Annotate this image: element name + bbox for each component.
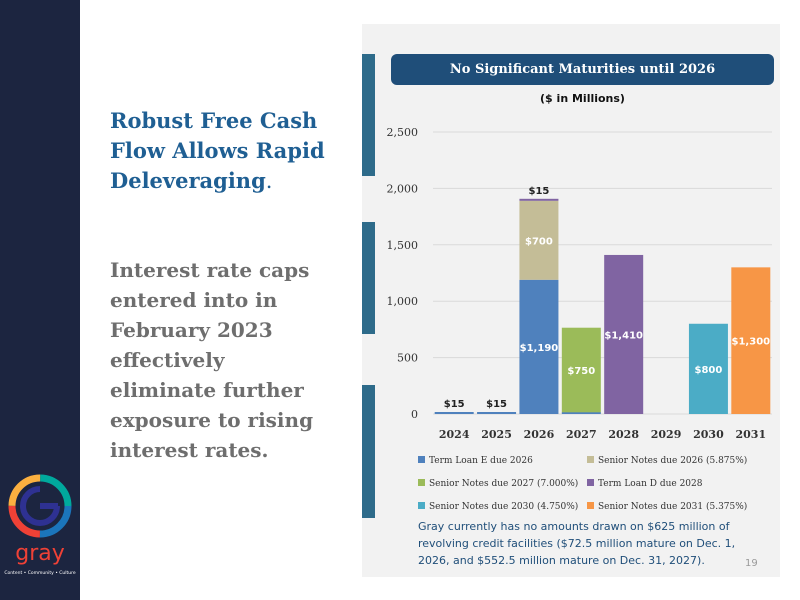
data-label: $1,410 — [604, 330, 643, 341]
data-label: $15 — [529, 186, 550, 197]
bar-segment — [519, 200, 559, 280]
chart-subtitle: ($ in Millions) — [540, 92, 625, 105]
maturities-chart: 0 500 1,000 1,500 2,000 2,500 2024 $15 2025 $15 20… — [387, 126, 772, 441]
interest-rate-caps-text: Interest rate caps entered into in Febru… — [110, 258, 314, 462]
x-tick-label: 2030 — [693, 428, 724, 441]
x-tick-label: 2026 — [524, 428, 555, 441]
legend-item: Senior Notes due 2027 (7.000%) — [418, 478, 578, 490]
headline-text: Robust Free Cash Flow Allows Rapid Delev… — [110, 108, 325, 193]
data-label: $1,190 — [520, 343, 559, 354]
legend-swatch — [587, 456, 594, 463]
x-tick-label: 2027 — [566, 428, 597, 441]
legend-item: Senior Notes due 2031 (5.375%) — [587, 501, 747, 513]
headline: Robust Free Cash Flow Allows Rapid Delev… — [110, 106, 340, 196]
legend-item: Term Loan D due 2028 — [587, 478, 702, 490]
y-tick-label: 1,500 — [387, 239, 419, 252]
legend-label: Senior Notes due 2031 (5.375%) — [598, 502, 748, 512]
legend-swatch — [418, 456, 425, 463]
y-tick-label: 500 — [397, 352, 418, 365]
bar-segment — [477, 412, 517, 414]
x-tick-label: 2031 — [736, 428, 767, 441]
panel-tab-top — [362, 54, 375, 176]
x-tick-label: 2024 — [439, 428, 470, 441]
legend-label: Senior Notes due 2030 (4.750%) — [429, 502, 579, 512]
legend-swatch — [418, 479, 425, 486]
gray-logo-mark: gray Content • Community • Culture — [4, 474, 76, 576]
y-tick-label: 2,000 — [387, 182, 419, 195]
bar-segment — [434, 412, 474, 414]
y-tick-label: 0 — [411, 408, 418, 421]
logo-wordmark: gray — [15, 541, 65, 566]
bar-segment — [561, 327, 601, 413]
x-tick-label: 2028 — [608, 428, 639, 441]
panel-tab-middle — [362, 222, 375, 334]
legend-label: Senior Notes due 2027 (7.000%) — [429, 479, 579, 489]
y-tick-label: 1,000 — [387, 295, 419, 308]
panel-tab-bottom — [362, 385, 375, 518]
bar-segment — [519, 279, 559, 414]
data-label: $700 — [525, 236, 553, 247]
x-tick-label: 2025 — [481, 428, 512, 441]
data-label: $800 — [695, 365, 723, 376]
data-label: $1,300 — [732, 337, 771, 348]
legend-item: Term Loan E due 2026 — [418, 455, 533, 467]
bar-segment — [731, 267, 771, 414]
legend-swatch — [418, 502, 425, 509]
bar-segment — [561, 412, 601, 414]
bar-segment — [519, 198, 559, 201]
legend-label: Term Loan E due 2026 — [429, 456, 533, 466]
chart-title-banner: No Significant Maturities until 2026 — [391, 54, 774, 85]
legend-swatch — [587, 502, 594, 509]
page-number: 19 — [745, 558, 758, 569]
legend-label: Term Loan D due 2028 — [598, 479, 703, 489]
gray-logo: gray Content • Community • Culture — [4, 468, 76, 588]
x-tick-label: 2029 — [651, 428, 682, 441]
legend-label: Senior Notes due 2026 (5.875%) — [598, 456, 748, 466]
data-label: $750 — [567, 366, 595, 377]
y-tick-label: 2,500 — [387, 126, 419, 139]
data-label: $15 — [486, 399, 507, 410]
bar-segment — [604, 254, 644, 414]
chart-panel — [362, 24, 780, 577]
data-label: $15 — [444, 399, 465, 410]
legend-swatch — [587, 479, 594, 486]
bar-segment — [688, 323, 728, 414]
legend-item: Senior Notes due 2030 (4.750%) — [418, 501, 578, 513]
headline-period: . — [265, 169, 273, 193]
revolver-note: Gray currently has no amounts drawn on $… — [418, 520, 736, 567]
legend-item: Senior Notes due 2026 (5.875%) — [587, 455, 747, 467]
logo-tagline: Content • Community • Culture — [4, 570, 76, 576]
